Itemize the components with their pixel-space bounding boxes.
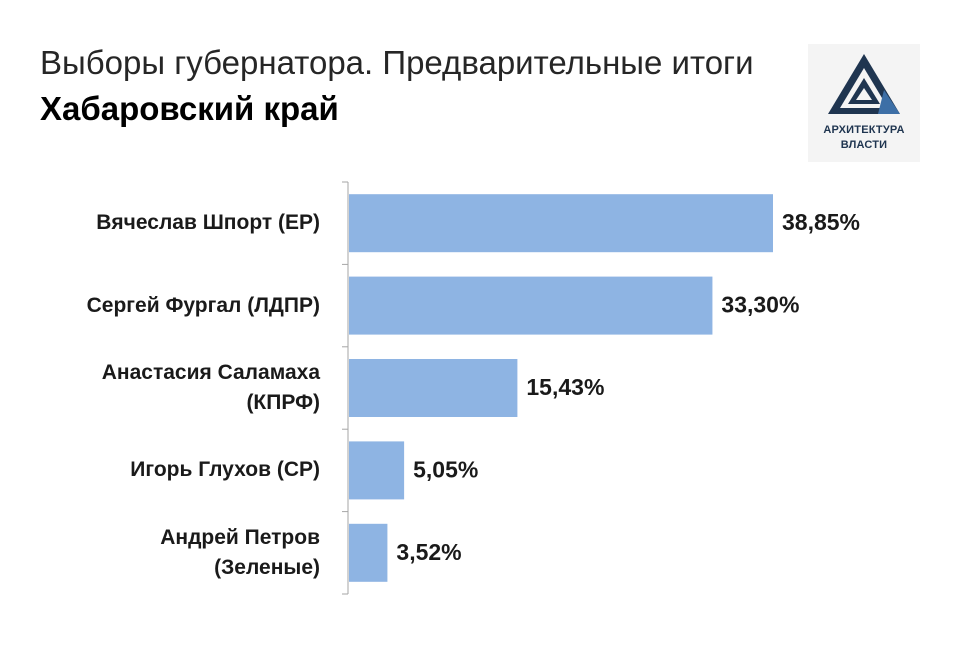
category-label: Игорь Глухов (СР) (20, 455, 320, 485)
bar (349, 359, 518, 417)
bar (349, 276, 713, 335)
category-label-line: (Зеленые) (214, 555, 320, 579)
category-label: Анастасия Саламаха (КПРФ) (20, 358, 320, 418)
logo-text-line2: ВЛАСТИ (840, 139, 888, 151)
data-label: 15,43% (526, 374, 604, 400)
category-label: Андрей Петров (Зеленые) (20, 523, 320, 583)
category-label: Вячеслав Шпорт (ЕР) (20, 208, 320, 238)
category-label: Сергей Фургал (ЛДПР) (20, 291, 320, 321)
category-label-line: Анастасия Саламаха (101, 361, 320, 384)
data-label: 5,05% (413, 456, 478, 482)
category-label-line: Сергей Фургал (ЛДПР) (86, 293, 320, 317)
bar (349, 441, 405, 500)
data-label: 33,30% (721, 292, 799, 318)
category-label-line: Вячеслав Шпорт (ЕР) (96, 211, 320, 235)
logo-triangle-icon (828, 54, 900, 114)
chart-subtitle: Хабаровский край (40, 90, 339, 127)
bar (349, 523, 388, 582)
category-label-line: Игорь Глухов (СР) (130, 458, 320, 482)
category-label-line: Андрей Петров (160, 525, 320, 549)
logo: АРХИТЕКТУРА ВЛАСТИ (808, 44, 920, 162)
data-label: 3,52% (396, 539, 461, 565)
data-label: 38,85% (782, 209, 860, 235)
category-label-line: (КПРФ) (246, 391, 320, 414)
chart-title: Выборы губернатора. Предварительные итог… (40, 44, 754, 81)
bar (349, 194, 773, 253)
logo-text-line1: АРХИТЕКТУРА (823, 124, 905, 136)
